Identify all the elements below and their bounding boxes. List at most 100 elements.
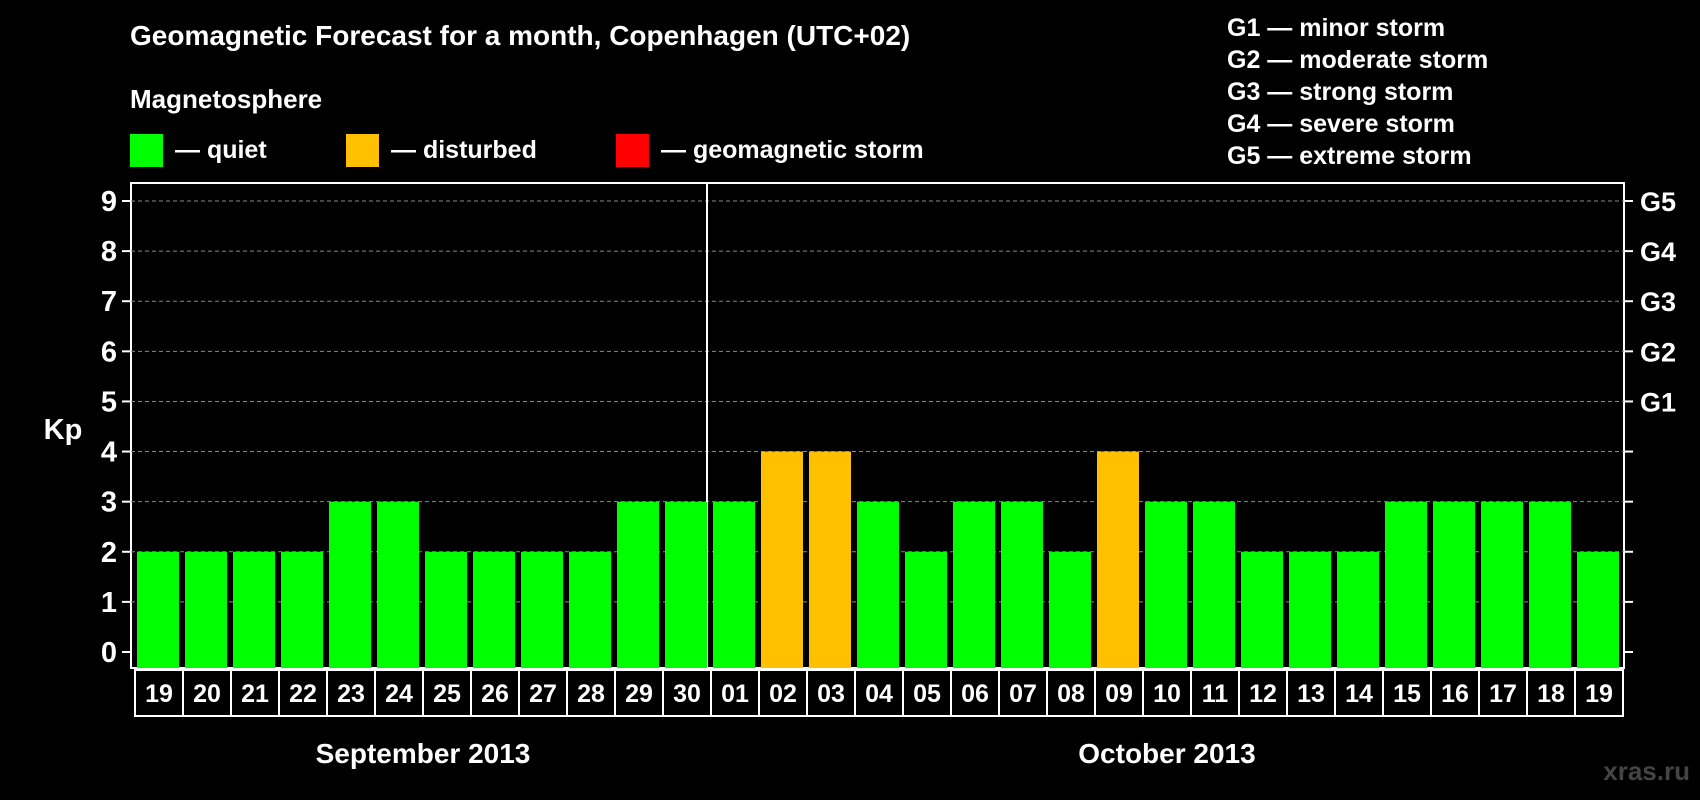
bar [1001, 501, 1043, 668]
right-axis-label: G3 [1640, 287, 1676, 317]
bar [473, 551, 515, 668]
bar [617, 501, 659, 668]
bar [905, 551, 947, 668]
y-tick-label: 9 [101, 186, 117, 218]
legend-storm: — geomagnetic storm [616, 133, 924, 167]
storm-scale-g5: G5 — extreme storm [1227, 142, 1472, 170]
storm-scale-legend: G1 — minor storm G2 — moderate storm G3 … [1227, 12, 1488, 172]
legend-quiet: — quiet [130, 133, 267, 167]
bar [809, 451, 851, 668]
x-tick-label: 11 [1202, 680, 1229, 708]
x-tick-label: 04 [865, 680, 893, 708]
bar [329, 501, 371, 668]
bar [953, 501, 995, 668]
legend-quiet-swatch [130, 133, 163, 167]
magnetosphere-label: Magnetosphere [130, 84, 323, 114]
bar [1481, 501, 1523, 668]
bar [1433, 501, 1475, 668]
bar [1577, 551, 1619, 668]
x-tick-label: 18 [1537, 680, 1565, 708]
bar [137, 551, 179, 668]
bar [857, 501, 899, 668]
y-tick-label: 0 [101, 637, 117, 669]
bar [761, 451, 803, 668]
chart-title: Geomagnetic Forecast for a month, Copenh… [130, 20, 911, 51]
bar [1049, 551, 1091, 668]
bar [1337, 551, 1379, 668]
x-tick-label: 15 [1393, 680, 1421, 708]
month-label: October 2013 [1078, 738, 1255, 769]
y-axis-title: Kp [44, 414, 83, 446]
storm-scale-g4: G4 — severe storm [1227, 110, 1455, 138]
x-tick-label: 19 [1585, 680, 1613, 708]
x-tick-label: 08 [1057, 680, 1085, 708]
bar [233, 551, 275, 668]
date-row-frame [134, 669, 1624, 717]
x-tick-label: 30 [673, 680, 701, 708]
legend-disturbed: — disturbed [346, 133, 537, 167]
legend-quiet-label: — quiet [175, 135, 267, 164]
x-tick-label: 03 [817, 680, 845, 708]
bar [569, 551, 611, 668]
storm-scale-g2: G2 — moderate storm [1227, 46, 1489, 74]
y-tick-label: 8 [101, 236, 117, 268]
month-label: September 2013 [316, 738, 531, 769]
bar [1097, 451, 1139, 668]
y-tick-label: 5 [101, 386, 117, 418]
x-tick-label: 09 [1105, 680, 1133, 708]
x-tick-label: 17 [1489, 680, 1517, 708]
bar [281, 551, 323, 668]
bar [1241, 551, 1283, 668]
y-tick-label: 7 [101, 286, 117, 318]
x-tick-label: 29 [625, 680, 653, 708]
bar [1385, 501, 1427, 668]
x-tick-label: 05 [913, 680, 941, 708]
x-tick-label: 22 [289, 680, 317, 708]
watermark: xras.ru [1603, 756, 1690, 786]
legend-disturbed-label: — disturbed [391, 135, 537, 164]
x-tick-label: 10 [1153, 680, 1181, 708]
storm-scale-g3: G3 — strong storm [1227, 78, 1454, 106]
x-tick-label: 20 [193, 680, 221, 708]
right-axis-label: G4 [1640, 237, 1676, 267]
x-tick-label: 24 [385, 680, 413, 708]
right-axis-label: G1 [1640, 387, 1676, 417]
y-tick-label: 2 [101, 537, 117, 569]
storm-scale-g1: G1 — minor storm [1227, 14, 1446, 42]
x-tick-label: 19 [145, 680, 173, 708]
x-tick-label: 07 [1009, 680, 1037, 708]
bar [1289, 551, 1331, 668]
legend-storm-swatch [616, 133, 649, 167]
legend-disturbed-swatch [346, 133, 379, 167]
x-tick-label: 14 [1345, 680, 1373, 708]
bar [377, 501, 419, 668]
y-tick-label: 6 [101, 336, 117, 368]
right-axis-label: G5 [1640, 187, 1676, 217]
x-tick-label: 12 [1249, 680, 1277, 708]
bar [713, 501, 755, 668]
right-axis-label: G2 [1640, 337, 1676, 367]
y-tick-label: 3 [101, 487, 117, 519]
x-tick-label: 28 [577, 680, 605, 708]
x-tick-label: 06 [961, 680, 989, 708]
x-tick-label: 23 [337, 680, 365, 708]
bar [1529, 501, 1571, 668]
x-tick-label: 13 [1297, 680, 1325, 708]
bar [665, 501, 707, 668]
x-tick-label: 02 [769, 680, 797, 708]
bar [1145, 501, 1187, 668]
bar [425, 551, 467, 668]
x-tick-label: 21 [241, 680, 269, 708]
y-tick-label: 4 [101, 437, 117, 469]
y-tick-label: 1 [101, 587, 117, 619]
x-tick-label: 25 [433, 680, 461, 708]
bar [521, 551, 563, 668]
x-tick-label: 01 [721, 680, 749, 708]
bar [185, 551, 227, 668]
legend-storm-label: — geomagnetic storm [661, 135, 924, 164]
x-tick-label: 26 [481, 680, 509, 708]
x-tick-label: 16 [1441, 680, 1469, 708]
bar [1193, 501, 1235, 668]
x-tick-label: 27 [529, 680, 557, 708]
